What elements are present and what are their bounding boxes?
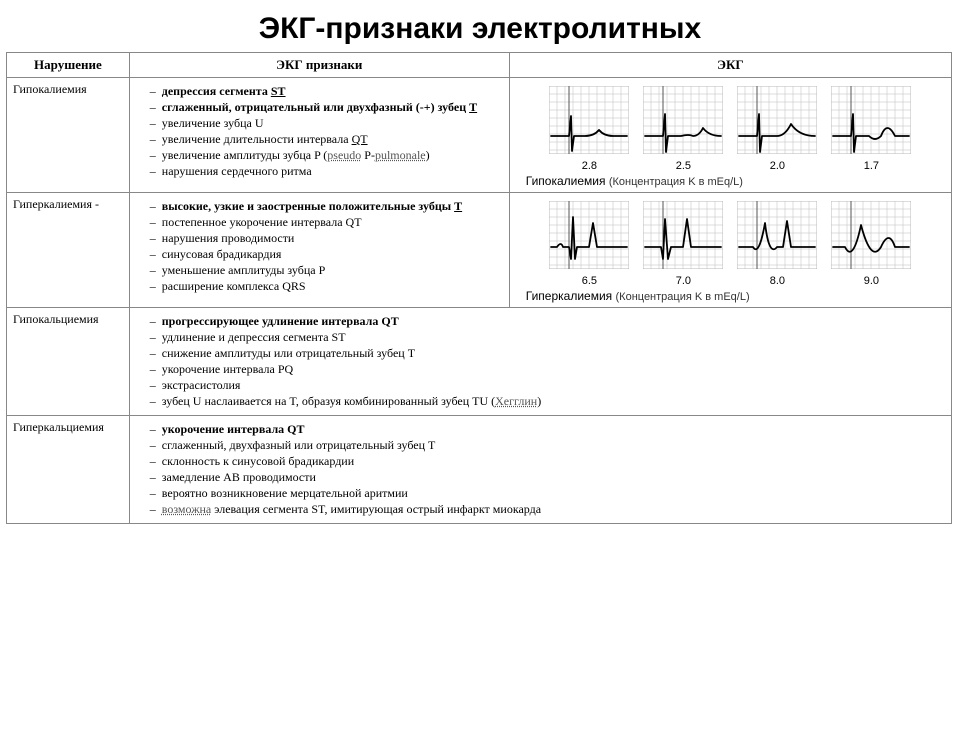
ekg-strip: 6.5 (549, 201, 629, 287)
sign-item: увеличение зубца U (150, 116, 503, 131)
condition-cell: Гипокалиемия (7, 78, 130, 193)
sign-item: расширение комплекса QRS (150, 279, 503, 294)
ekg-strip: 2.5 (643, 86, 723, 172)
signs-cell: прогрессирующее удлинение интервала QTуд… (129, 308, 951, 416)
ekg-strip-row: 6.5 7.0 8.0 9.0 (516, 201, 945, 287)
sign-item: укорочение интервала PQ (150, 362, 945, 377)
ekg-strip: 9.0 (831, 201, 911, 287)
sign-item: зубец U наслаивается на T, образуя комби… (150, 394, 945, 409)
ekg-strip: 7.0 (643, 201, 723, 287)
sign-item: сглаженный, двухфазный или отрицательный… (150, 438, 945, 453)
ekg-strip: 2.8 (549, 86, 629, 172)
col-header: ЭКГ признаки (129, 53, 509, 78)
sign-item: постепенное укорочение интервала QT (150, 215, 503, 230)
sign-item: вероятно возникновение мерцательной арит… (150, 486, 945, 501)
ekg-strip-label: 2.8 (549, 160, 629, 172)
ekg-strip-label: 9.0 (831, 275, 911, 287)
ekg-strip-label: 8.0 (737, 275, 817, 287)
sign-item: увеличение длительности интервала QT (150, 132, 503, 147)
sign-item: уменьшение амплитуды зубца P (150, 263, 503, 278)
condition-cell: Гиперкалиемия - (7, 193, 130, 308)
table-row: Гиперкалиемия - высокие, узкие и заострен… (7, 193, 952, 308)
table-row: Гиперкальциемияукорочение интервала QTсг… (7, 416, 952, 524)
sign-item: прогрессирующее удлинение интервала QT (150, 314, 945, 329)
ekg-caption: Гиперкалиемия (Концентрация K в mEq/L) (526, 289, 945, 303)
ekg-strip-label: 1.7 (831, 160, 911, 172)
ekg-strip: 8.0 (737, 201, 817, 287)
table-row: Гипокальциемияпрогрессирующее удлинение … (7, 308, 952, 416)
ekg-strip-label: 7.0 (643, 275, 723, 287)
sign-item: замедление AB проводимости (150, 470, 945, 485)
ekg-cell: 2.8 2.5 2.0 1.7 Гипокалиемия (Концентрац… (509, 78, 951, 193)
ekg-caption: Гипокалиемия (Концентрация K в mEq/L) (526, 174, 945, 188)
sign-item: депрессия сегмента ST (150, 84, 503, 99)
signs-cell: депрессия сегмента STсглаженный, отрицат… (129, 78, 509, 193)
sign-item: укорочение интервала QT (150, 422, 945, 437)
condition-cell: Гиперкальциемия (7, 416, 130, 524)
sign-item: увеличение амплитуды зубца P (pseudo P-p… (150, 148, 503, 163)
sign-item: синусовая брадикардия (150, 247, 503, 262)
sign-item: склонность к синусовой брадикардии (150, 454, 945, 469)
sign-item: нарушения проводимости (150, 231, 503, 246)
sign-item: высокие, узкие и заостренные положительн… (150, 199, 503, 214)
ekg-strip-label: 2.0 (737, 160, 817, 172)
signs-cell: высокие, узкие и заостренные положительн… (129, 193, 509, 308)
col-header: Нарушение (7, 53, 130, 78)
ekg-table: Нарушение ЭКГ признаки ЭКГ Гипокалиемияд… (6, 52, 952, 524)
ekg-strip-label: 2.5 (643, 160, 723, 172)
sign-item: возможна элевация сегмента ST, имитирующ… (150, 502, 945, 517)
ekg-strip: 2.0 (737, 86, 817, 172)
sign-item: удлинение и депрессия сегмента ST (150, 330, 945, 345)
page-title: ЭКГ-признаки электролитных (0, 12, 960, 46)
sign-item: снижение амплитуды или отрицательный зуб… (150, 346, 945, 361)
ekg-cell: 6.5 7.0 8.0 9.0 Гиперкалиемия (Концентра… (509, 193, 951, 308)
col-header: ЭКГ (509, 53, 951, 78)
sign-item: нарушения сердечного ритма (150, 164, 503, 179)
condition-cell: Гипокальциемия (7, 308, 130, 416)
ekg-strip-row: 2.8 2.5 2.0 1.7 (516, 86, 945, 172)
signs-cell: укорочение интервала QTсглаженный, двухф… (129, 416, 951, 524)
ekg-strip-label: 6.5 (549, 275, 629, 287)
ekg-strip: 1.7 (831, 86, 911, 172)
table-row: Гипокалиемиядепрессия сегмента STсглажен… (7, 78, 952, 193)
sign-item: сглаженный, отрицательный или двухфазный… (150, 100, 503, 115)
sign-item: экстрасистолия (150, 378, 945, 393)
